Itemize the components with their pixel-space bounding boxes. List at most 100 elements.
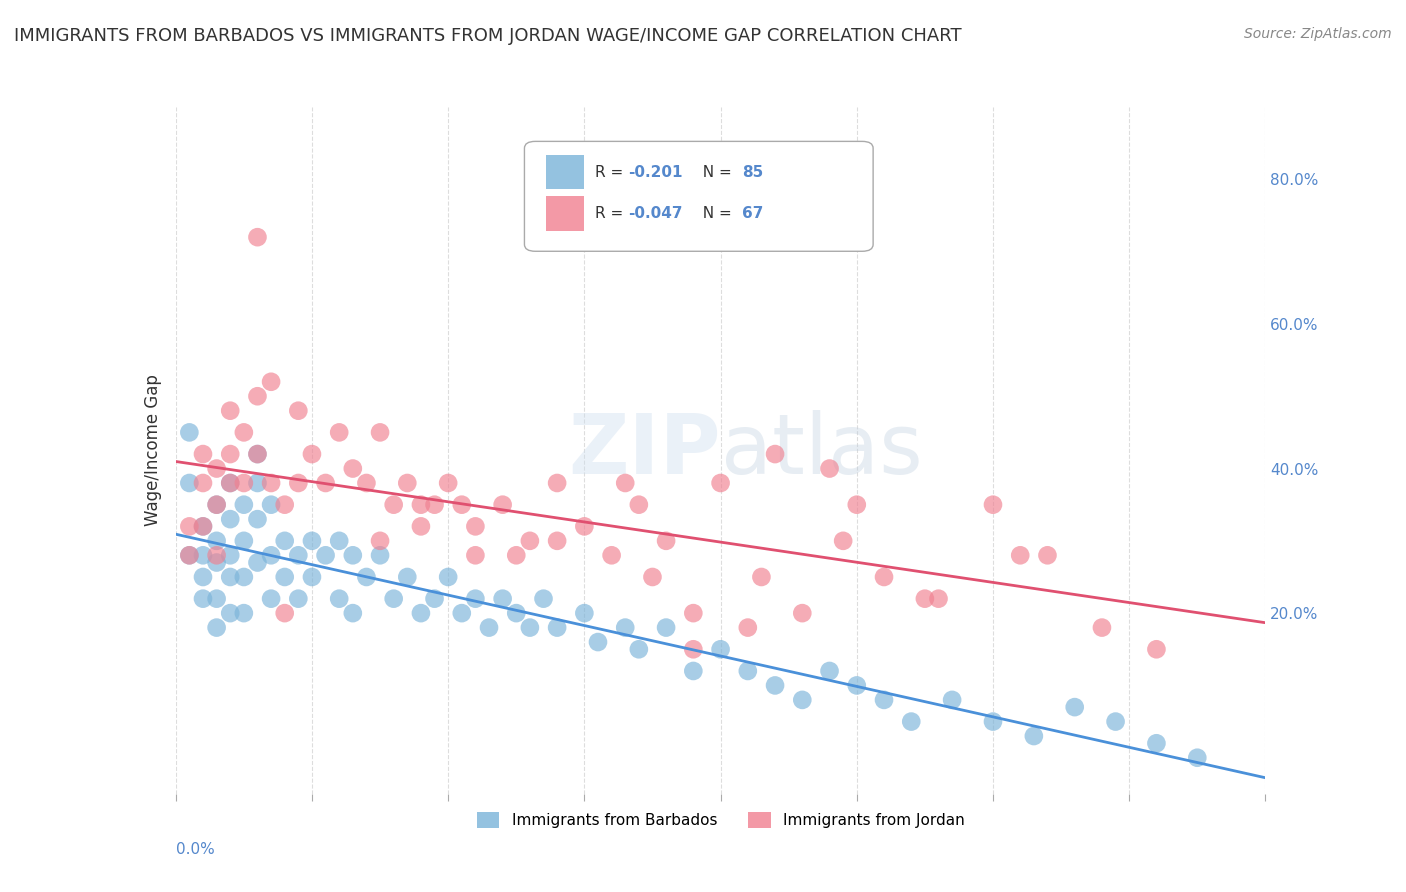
Point xyxy=(1187,750,1209,764)
Point xyxy=(409,606,432,620)
Point xyxy=(301,447,323,461)
Point xyxy=(368,533,391,548)
Point xyxy=(260,591,283,606)
Text: -0.047: -0.047 xyxy=(628,206,682,221)
Point xyxy=(574,519,596,533)
Point xyxy=(260,375,283,389)
FancyBboxPatch shape xyxy=(524,141,873,252)
Point xyxy=(682,642,704,657)
Text: IMMIGRANTS FROM BARBADOS VS IMMIGRANTS FROM JORDAN WAGE/INCOME GAP CORRELATION C: IMMIGRANTS FROM BARBADOS VS IMMIGRANTS F… xyxy=(14,27,962,45)
Point xyxy=(763,447,786,461)
Point xyxy=(191,570,214,584)
Point xyxy=(246,512,269,526)
Point xyxy=(423,498,446,512)
Point xyxy=(246,556,269,570)
Point xyxy=(219,475,242,490)
Point xyxy=(519,533,541,548)
Point xyxy=(274,570,297,584)
Point xyxy=(287,403,309,417)
Point xyxy=(818,461,841,475)
Point xyxy=(232,425,254,440)
Text: 85: 85 xyxy=(742,165,763,180)
Point xyxy=(614,621,637,635)
Bar xyxy=(546,155,585,189)
Point xyxy=(179,475,201,490)
Point xyxy=(1022,729,1045,743)
Text: N =: N = xyxy=(693,206,737,221)
Point xyxy=(546,475,568,490)
Point xyxy=(792,606,814,620)
Point xyxy=(382,498,405,512)
Point xyxy=(478,621,501,635)
Point xyxy=(450,498,472,512)
Legend: Immigrants from Barbados, Immigrants from Jordan: Immigrants from Barbados, Immigrants fro… xyxy=(471,806,970,834)
Text: -0.201: -0.201 xyxy=(628,165,682,180)
Point xyxy=(437,570,460,584)
Point xyxy=(382,591,405,606)
Point xyxy=(179,549,201,563)
Point xyxy=(219,570,242,584)
Text: ZIP: ZIP xyxy=(568,410,721,491)
Point xyxy=(191,475,214,490)
Point xyxy=(505,549,527,563)
Point xyxy=(301,570,323,584)
Point xyxy=(437,475,460,490)
Point xyxy=(179,549,201,563)
Point xyxy=(179,425,201,440)
Point xyxy=(409,498,432,512)
Point xyxy=(641,570,664,584)
Point xyxy=(191,591,214,606)
Point xyxy=(260,498,283,512)
Point xyxy=(315,549,337,563)
Point xyxy=(1144,736,1167,750)
Point xyxy=(246,389,269,403)
Point xyxy=(533,591,555,606)
Point xyxy=(191,519,214,533)
Point xyxy=(342,461,364,475)
Point xyxy=(219,403,242,417)
Point xyxy=(845,498,868,512)
Point xyxy=(1144,642,1167,657)
Point xyxy=(464,549,486,563)
Point xyxy=(763,678,786,692)
Point xyxy=(941,693,963,707)
Point xyxy=(205,498,228,512)
Point xyxy=(845,678,868,692)
Point xyxy=(205,591,228,606)
Point xyxy=(409,519,432,533)
Point xyxy=(682,606,704,620)
Point xyxy=(232,498,254,512)
Point xyxy=(737,664,759,678)
Point xyxy=(655,533,678,548)
Point xyxy=(219,606,242,620)
Point xyxy=(396,475,419,490)
Point xyxy=(614,475,637,490)
Point xyxy=(219,549,242,563)
Point xyxy=(205,498,228,512)
Point xyxy=(260,475,283,490)
Point xyxy=(287,549,309,563)
Point xyxy=(423,591,446,606)
Point xyxy=(246,447,269,461)
Point xyxy=(301,533,323,548)
Point xyxy=(546,533,568,548)
Point xyxy=(710,642,733,657)
Point xyxy=(1091,621,1114,635)
Point xyxy=(274,606,297,620)
Point xyxy=(219,447,242,461)
Text: Source: ZipAtlas.com: Source: ZipAtlas.com xyxy=(1244,27,1392,41)
Point xyxy=(818,664,841,678)
Point xyxy=(315,475,337,490)
Point xyxy=(232,606,254,620)
Point xyxy=(682,664,704,678)
Text: N =: N = xyxy=(693,165,737,180)
Point xyxy=(627,498,650,512)
Point xyxy=(492,591,515,606)
Point xyxy=(873,570,896,584)
Point xyxy=(219,475,242,490)
Point xyxy=(586,635,609,649)
Point xyxy=(1036,549,1059,563)
Point xyxy=(1104,714,1126,729)
Point xyxy=(274,533,297,548)
Point xyxy=(219,512,242,526)
